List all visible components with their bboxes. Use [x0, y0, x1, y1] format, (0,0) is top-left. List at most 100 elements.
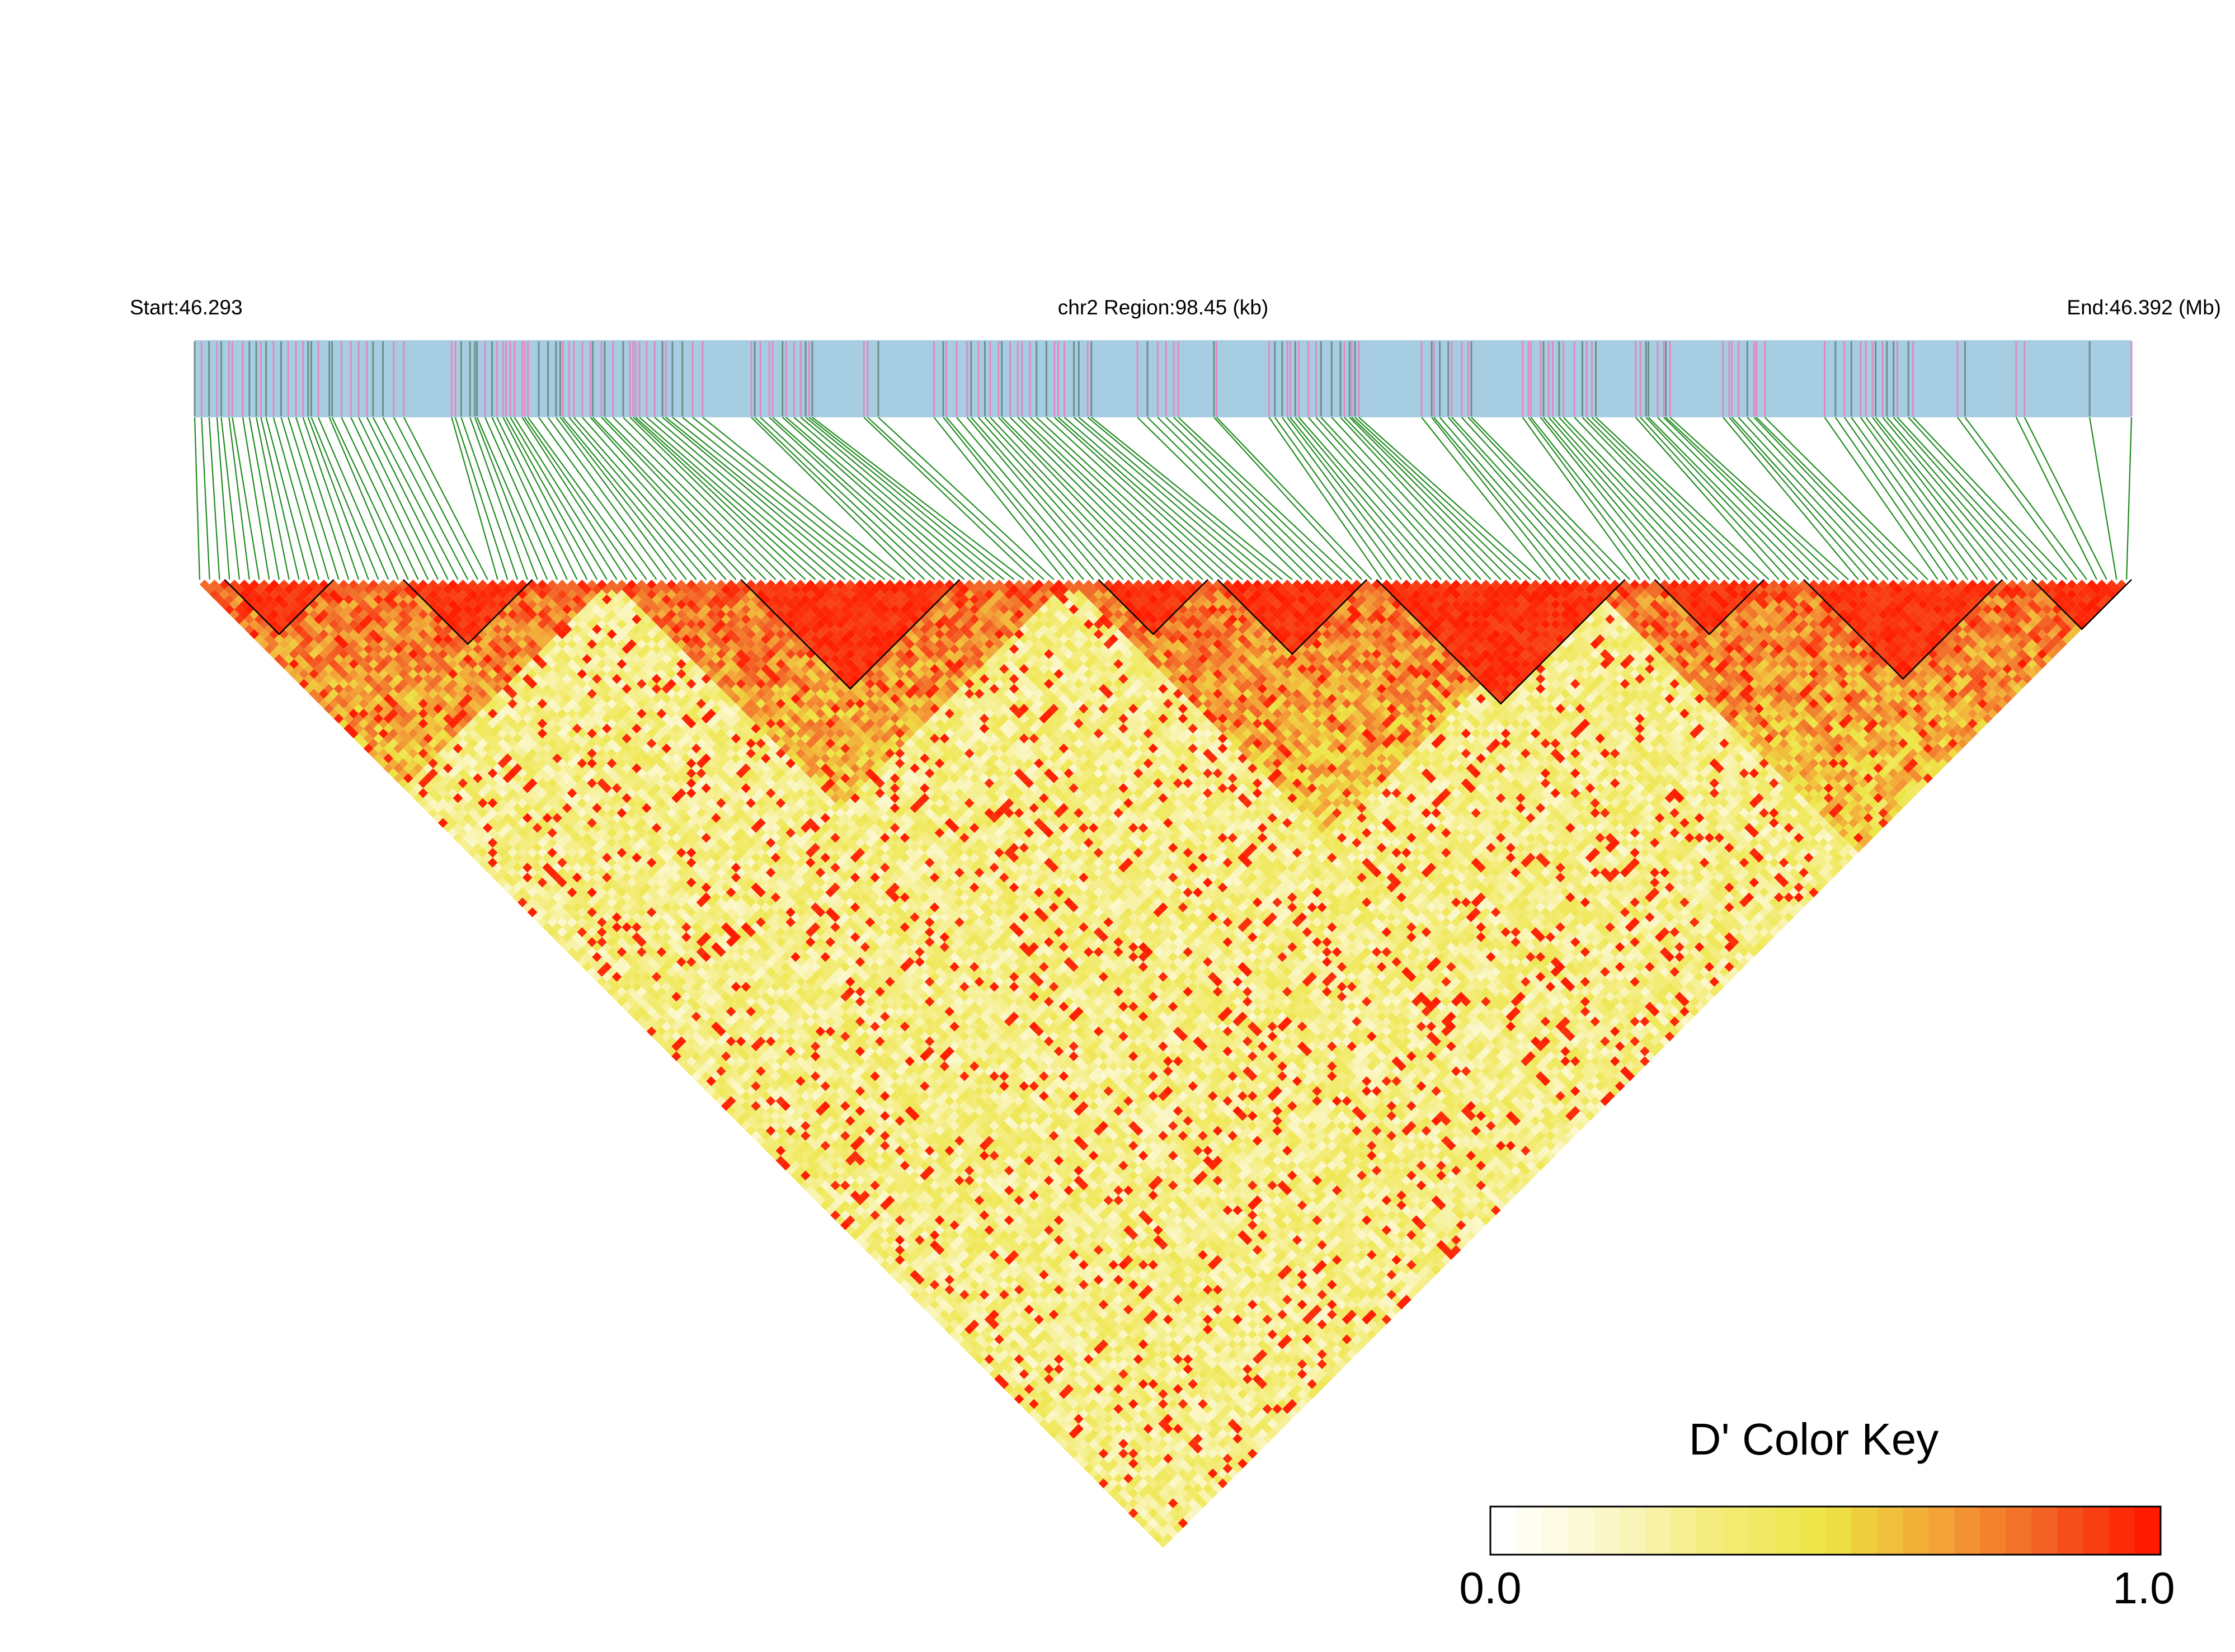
ld-cell	[681, 1031, 691, 1042]
snp-connector	[1558, 417, 1710, 580]
ld-cell	[264, 644, 275, 655]
snp-connector	[582, 417, 727, 580]
snp-connector	[1886, 417, 2028, 580]
ld-cell	[433, 813, 443, 823]
snp-connector	[984, 417, 1134, 580]
ld-cell	[517, 897, 528, 907]
ld-cell	[274, 654, 284, 664]
ld-cell	[601, 952, 612, 962]
snp-connector	[956, 417, 1094, 580]
ld-cell	[403, 753, 413, 764]
ld-cell	[741, 1101, 751, 1111]
ld-cell	[884, 1265, 895, 1275]
snp-connector	[1147, 417, 1313, 580]
ld-cell	[502, 882, 513, 893]
snp-connector	[288, 417, 340, 580]
ld-cell	[537, 907, 548, 917]
snp-connector	[1875, 417, 2008, 580]
ld-cell	[393, 763, 403, 774]
ld-cell	[780, 1131, 791, 1141]
ld-cell	[269, 649, 279, 660]
snp-connector	[1663, 417, 1829, 580]
ld-cell	[527, 897, 538, 907]
ld-cell	[423, 793, 434, 803]
ld-cell	[820, 1180, 831, 1190]
ld-cell	[924, 1284, 935, 1295]
ld-cell	[443, 793, 453, 803]
snp-connector	[629, 417, 796, 580]
ld-cell	[492, 862, 503, 873]
ld-cell	[601, 982, 612, 992]
ld-cell	[354, 723, 364, 734]
snp-connector	[793, 417, 985, 580]
ld-cell	[780, 1141, 791, 1151]
ld-cell	[905, 1284, 915, 1295]
snp-connector	[604, 417, 766, 580]
ld-cell	[393, 753, 403, 764]
snp-connector	[601, 417, 756, 580]
ld-cell	[701, 1071, 712, 1081]
ld-cell	[527, 877, 538, 888]
ld-cell	[582, 952, 592, 962]
snp-connector	[1078, 417, 1273, 580]
snp-connector	[317, 417, 389, 580]
ld-cell	[865, 1225, 876, 1235]
snp-connector	[484, 417, 558, 580]
snp-connector	[2126, 417, 2133, 580]
ld-cell	[453, 803, 463, 813]
snp-connector	[1358, 417, 1541, 580]
ld-cell	[557, 937, 567, 947]
snp-connector	[1157, 417, 1323, 580]
snp-connector	[977, 417, 1124, 580]
ld-cell	[601, 972, 612, 982]
ld-cell	[413, 783, 424, 793]
snp-connector	[1957, 417, 2078, 580]
ld-cell	[984, 1364, 995, 1375]
ld-cell	[547, 917, 558, 928]
ld-cell	[373, 743, 384, 754]
ld-heatmap-cells	[199, 580, 2127, 1548]
snp-connector	[772, 417, 955, 580]
snp-connector	[1137, 417, 1303, 580]
ld-cell	[323, 694, 334, 704]
snp-connector	[1022, 417, 1194, 580]
snp-connector-lines	[194, 417, 2133, 580]
ld-cell	[482, 862, 493, 873]
ld-cell	[1024, 1384, 1034, 1394]
snp-connector	[1574, 417, 1730, 580]
ld-cell	[473, 853, 483, 863]
snp-connector	[646, 417, 836, 580]
ld-cell	[557, 927, 567, 938]
ld-cell	[884, 1245, 895, 1255]
snp-connector	[328, 417, 399, 580]
snp-connector	[403, 417, 488, 580]
ld-cell	[741, 1091, 751, 1102]
ld-cell	[443, 813, 453, 823]
ld-cell	[820, 1170, 831, 1181]
ld-cell	[800, 1160, 811, 1171]
ld-cell	[582, 962, 592, 972]
snp-connector	[1295, 417, 1432, 580]
ld-cell	[845, 1225, 855, 1235]
snp-connector	[1178, 417, 1353, 580]
snp-connector	[1057, 417, 1243, 580]
ld-cell	[259, 609, 270, 620]
snp-connector	[1173, 417, 1343, 580]
ld-cell	[443, 822, 453, 833]
ld-cell	[661, 1041, 672, 1052]
ld-cell	[964, 1324, 975, 1335]
ld-cell	[1103, 1463, 1114, 1474]
snp-connector	[1315, 417, 1462, 580]
snp-connector	[295, 417, 350, 580]
snp-connector	[867, 417, 1044, 580]
snp-connector	[514, 417, 618, 580]
ld-cell	[741, 1121, 751, 1131]
snp-connector	[2024, 417, 2107, 580]
snp-connector	[1307, 417, 1452, 580]
snp-connector	[502, 417, 588, 580]
snp-connector	[242, 417, 270, 580]
ld-cell	[473, 822, 483, 833]
region-start-label: Start:46.293	[130, 296, 243, 319]
ld-cell	[344, 703, 354, 714]
